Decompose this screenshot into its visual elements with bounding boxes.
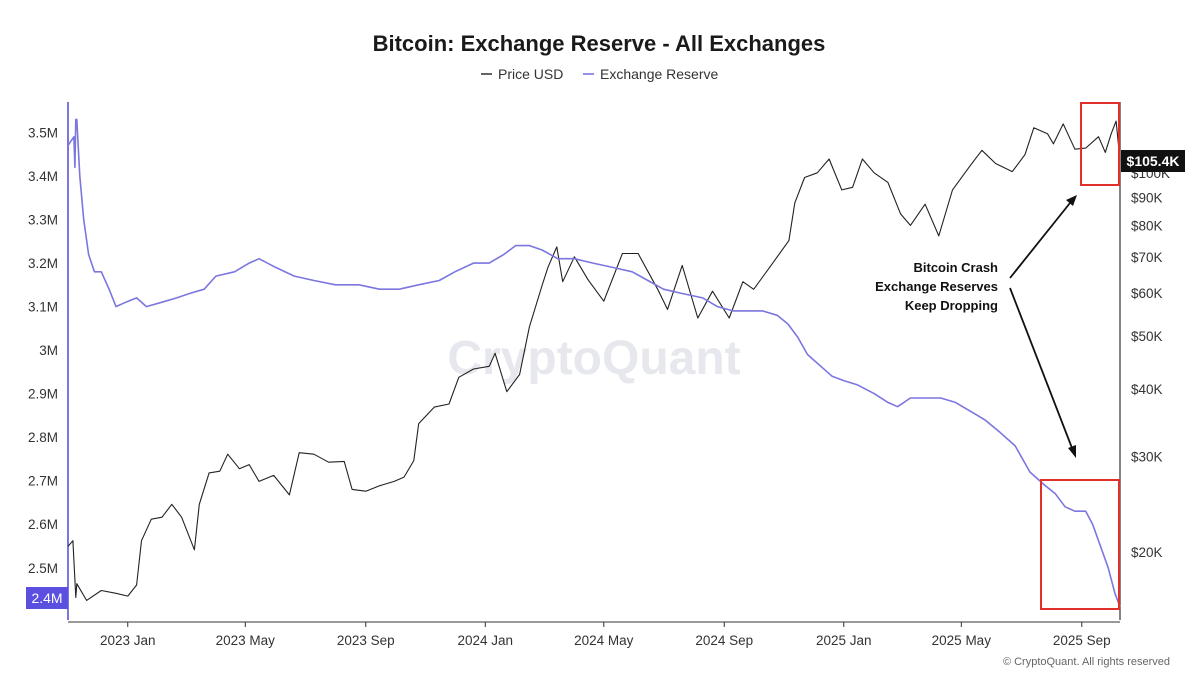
right-tick-label-4: $60K bbox=[1131, 286, 1163, 301]
right-tick-label-7: $30K bbox=[1131, 450, 1163, 465]
right-axis-ticks: $100K$90K$80K$70K$60K$50K$40K$30K$20K bbox=[1131, 166, 1170, 560]
x-tick-label-2: 2023 Sep bbox=[337, 633, 395, 648]
annotation-arrowhead-up bbox=[1066, 195, 1077, 206]
left-tick-label-1: 3.4M bbox=[28, 169, 58, 184]
series-line-exchange-reserve bbox=[67, 118, 1121, 608]
annotation-arrowhead-down bbox=[1068, 445, 1076, 458]
current-value-badges: 2.4M $105.4K bbox=[26, 150, 1185, 609]
x-tick-label-0: 2023 Jan bbox=[100, 633, 156, 648]
left-current-badge bbox=[26, 587, 68, 609]
left-tick-label-6: 2.9M bbox=[28, 387, 58, 402]
annotation-arrow-down bbox=[1009, 287, 1073, 449]
price-highlight-box bbox=[1080, 102, 1120, 186]
x-tick-label-4: 2024 May bbox=[574, 633, 634, 648]
annotation-line-1: Bitcoin Crash bbox=[913, 260, 998, 275]
series-layer bbox=[67, 118, 1121, 608]
annotation-line-3: Keep Dropping bbox=[905, 298, 998, 313]
right-current-label: $105.4K bbox=[1127, 153, 1180, 169]
left-current-label: 2.4M bbox=[31, 590, 62, 606]
left-tick-label-0: 3.5M bbox=[28, 125, 58, 140]
x-tick-label-6: 2025 Jan bbox=[816, 633, 872, 648]
left-tick-label-5: 3M bbox=[39, 343, 58, 358]
annotation: Bitcoin Crash Exchange Reserves Keep Dro… bbox=[875, 195, 1077, 458]
x-tick-label-3: 2024 Jan bbox=[457, 633, 513, 648]
x-tick-label-5: 2024 Sep bbox=[695, 633, 753, 648]
right-tick-label-1: $90K bbox=[1131, 191, 1163, 206]
left-tick-label-9: 2.6M bbox=[28, 517, 58, 532]
right-tick-label-2: $80K bbox=[1131, 218, 1163, 233]
left-tick-label-7: 2.8M bbox=[28, 430, 58, 445]
left-tick-label-3: 3.2M bbox=[28, 256, 58, 271]
legend-label-reserve: Exchange Reserve bbox=[600, 66, 719, 82]
x-tick-label-7: 2025 May bbox=[932, 633, 992, 648]
left-tick-label-8: 2.7M bbox=[28, 474, 58, 489]
left-axis: 3.5M 3.4M 3.3M 3.2M 3.1M 3M 2.9M 2.8M 2.7M 2.6M 2.… bbox=[28, 102, 69, 620]
right-tick-label-5: $50K bbox=[1131, 329, 1163, 344]
left-tick-label-2: 3.3M bbox=[28, 213, 58, 228]
legend: Price USD Exchange Reserve bbox=[481, 66, 719, 82]
annotation-line-2: Exchange Reserves bbox=[875, 279, 998, 294]
right-tick-label-6: $40K bbox=[1131, 382, 1163, 397]
right-axis: $100K$90K$80K$70K$60K$50K$40K$30K$20K bbox=[1119, 102, 1170, 620]
x-axis-ticks: 2023 Jan 2023 May 2023 Sep 2024 Jan 2024 May… bbox=[100, 622, 1111, 648]
annotation-arrow-up bbox=[1009, 202, 1071, 279]
right-tick-label-8: $20K bbox=[1131, 545, 1163, 560]
x-axis: 2023 Jan 2023 May 2023 Sep 2024 Jan 2024 May… bbox=[68, 621, 1120, 648]
left-tick-label-4: 3.1M bbox=[28, 300, 58, 315]
series-line-price-usd bbox=[67, 120, 1121, 601]
x-tick-label-8: 2025 Sep bbox=[1053, 633, 1111, 648]
right-tick-label-3: $70K bbox=[1131, 250, 1163, 265]
left-axis-ticks: 3.5M 3.4M 3.3M 3.2M 3.1M 3M 2.9M 2.8M 2.7M 2.6M 2.… bbox=[28, 125, 58, 575]
chart-title: Bitcoin: Exchange Reserve - All Exchange… bbox=[373, 31, 826, 56]
copyright: © CryptoQuant. All rights reserved bbox=[1003, 656, 1170, 668]
left-tick-label-10: 2.5M bbox=[28, 561, 58, 576]
reserve-highlight-box bbox=[1040, 479, 1120, 610]
watermark: CryptoQuant bbox=[447, 332, 740, 385]
legend-label-price: Price USD bbox=[498, 66, 563, 82]
x-tick-label-1: 2023 May bbox=[216, 633, 276, 648]
right-current-badge bbox=[1121, 150, 1185, 172]
highlight-boxes bbox=[1040, 102, 1120, 610]
